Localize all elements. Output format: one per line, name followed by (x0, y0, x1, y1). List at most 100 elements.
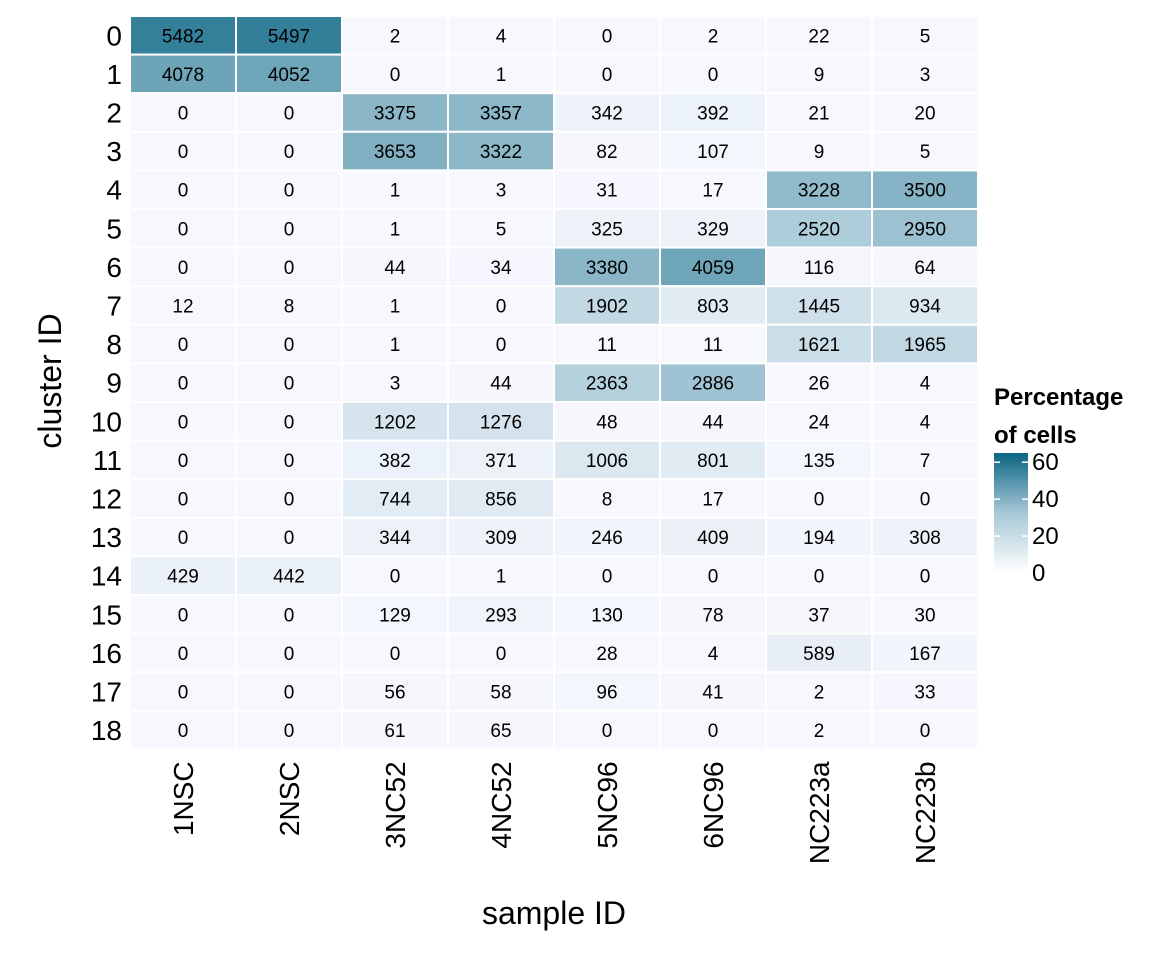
cell-value-label: 309 (485, 528, 517, 549)
cell-value-label: 934 (909, 297, 941, 318)
cell-value-label: 803 (697, 297, 729, 318)
heatmap-cell-r14-3NC52 (341, 555, 449, 597)
heatmap-cell-r14-NC223b (871, 555, 979, 597)
heatmap-cell-r15-NC223b (871, 594, 979, 635)
cell-value-label: 0 (178, 258, 189, 279)
legend-colorbar (994, 453, 1028, 573)
y-tick-label: 9 (106, 368, 122, 399)
heatmap-cell-r12-2NSC (235, 478, 343, 519)
heatmap-cell-r8-NC223b (871, 323, 979, 365)
cell-value-label: 0 (284, 644, 295, 665)
cell-value-label: 4 (708, 644, 719, 665)
heatmap-cell-r6-3NC52 (341, 246, 449, 288)
cell-value-label: 3380 (586, 258, 628, 279)
y-tick-label: 10 (91, 406, 122, 437)
heatmap-cell-r13-NC223b (871, 516, 979, 558)
heatmap-cell-r2-3NC52 (341, 92, 449, 133)
cell-value-label: 17 (702, 181, 723, 202)
cell-value-label: 5497 (268, 26, 310, 47)
cell-value-label: 17 (702, 490, 723, 511)
heatmap-cell-r18-1NSC (129, 709, 237, 751)
heatmap-cell-r4-4NC52 (447, 169, 555, 210)
cell-value-label: 44 (702, 412, 724, 433)
cell-value-label: 1 (496, 567, 507, 588)
cell-value-label: 329 (697, 219, 729, 240)
cell-value-label: 4052 (268, 65, 310, 86)
cell-value-label: 0 (708, 65, 719, 86)
cell-value-label: 8 (602, 490, 613, 511)
cell-value-label: 96 (596, 683, 617, 704)
cell-value-label: 0 (602, 721, 613, 742)
heatmap-cell-r5-NC223b (871, 208, 979, 249)
cell-value-label: 0 (178, 721, 189, 742)
y-tick-label: 3 (106, 136, 122, 167)
cell-value-label: 20 (914, 104, 935, 125)
cell-value-label: 0 (708, 567, 719, 588)
cell-value-label: 392 (697, 104, 729, 125)
cell-value-label: 34 (490, 258, 512, 279)
cell-value-label: 11 (597, 335, 617, 356)
heatmap-cell-r12-NC223a (765, 478, 873, 519)
heatmap-cell-r15-1NSC (129, 594, 237, 635)
cell-value-label: 0 (178, 374, 189, 395)
heatmap-cell-r12-NC223b (871, 478, 979, 519)
cell-value-label: 24 (808, 412, 830, 433)
cell-value-label: 0 (178, 528, 189, 549)
cell-value-label: 3653 (374, 142, 416, 163)
cell-value-label: 744 (379, 490, 411, 511)
cell-value-label: 0 (178, 142, 189, 163)
cell-value-label: 3 (920, 65, 931, 86)
cell-value-label: 22 (808, 26, 829, 47)
y-tick-label: 1 (106, 59, 122, 90)
cell-value-label: 0 (284, 490, 295, 511)
cell-value-label: 5482 (162, 26, 204, 47)
cell-value-label: 293 (485, 605, 517, 626)
heatmap-cells (129, 15, 979, 751)
cell-value-label: 2 (814, 721, 825, 742)
heatmap-cell-r2-6NC96 (659, 92, 767, 133)
cell-value-label: 44 (490, 374, 512, 395)
cell-value-label: 409 (697, 528, 729, 549)
cell-value-label: 3 (390, 374, 401, 395)
cell-value-label: 0 (178, 219, 189, 240)
cell-value-label: 1965 (904, 335, 946, 356)
x-tick-label: NC223a (804, 761, 835, 864)
cell-value-label: 442 (273, 567, 305, 588)
cell-value-label: 37 (808, 605, 829, 626)
cell-value-label: 0 (284, 683, 295, 704)
heatmap-cell-r5-5NC96 (553, 208, 661, 249)
legend-title-line2: of cells (994, 422, 1077, 449)
cell-value-label: 1 (390, 297, 401, 318)
heatmap-cell-r9-NC223b (871, 362, 979, 403)
heatmap-cell-r18-5NC96 (553, 709, 661, 751)
cell-value-label: 7 (920, 451, 931, 472)
cell-value-label: 61 (384, 721, 405, 742)
heatmap-cell-r16-6NC96 (659, 632, 767, 674)
x-tick-label: 3NC52 (380, 761, 411, 848)
heatmap-cell-r3-5NC96 (553, 130, 661, 172)
cell-value-label: 0 (284, 104, 295, 125)
heatmap-cell-r5-2NSC (235, 208, 343, 249)
x-axis-tick-labels: 1NSC 2NSC 3NC52 4NC52 5NC96 6NC96 NC223a NC223b (168, 761, 941, 864)
cell-value-label: 58 (490, 683, 511, 704)
heatmap-cell-r10-2NSC (235, 401, 343, 442)
heatmap-cell-r6-2NSC (235, 246, 343, 288)
heatmap-cell-r6-NC223b (871, 246, 979, 288)
cell-value-label: 1 (496, 65, 507, 86)
heatmap-cell-r9-1NSC (129, 362, 237, 403)
heatmap-cell-r8-4NC52 (447, 323, 555, 365)
cell-value-label: 344 (379, 528, 411, 549)
cell-value-label: 0 (178, 412, 189, 433)
color-legend: Percentage of cells 0 20 40 60 (994, 384, 1123, 587)
cell-value-label: 0 (390, 567, 401, 588)
heatmap-cell-r6-1NSC (129, 246, 237, 288)
cell-value-label: 3500 (904, 181, 946, 202)
cell-value-label: 429 (167, 567, 199, 588)
cell-value-label: 2950 (904, 219, 946, 240)
heatmap-cell-r0-6NC96 (659, 15, 767, 56)
cell-value-label: 856 (485, 490, 517, 511)
heatmap-cell-r15-3NC52 (341, 594, 449, 635)
y-tick-label: 17 (91, 677, 122, 708)
